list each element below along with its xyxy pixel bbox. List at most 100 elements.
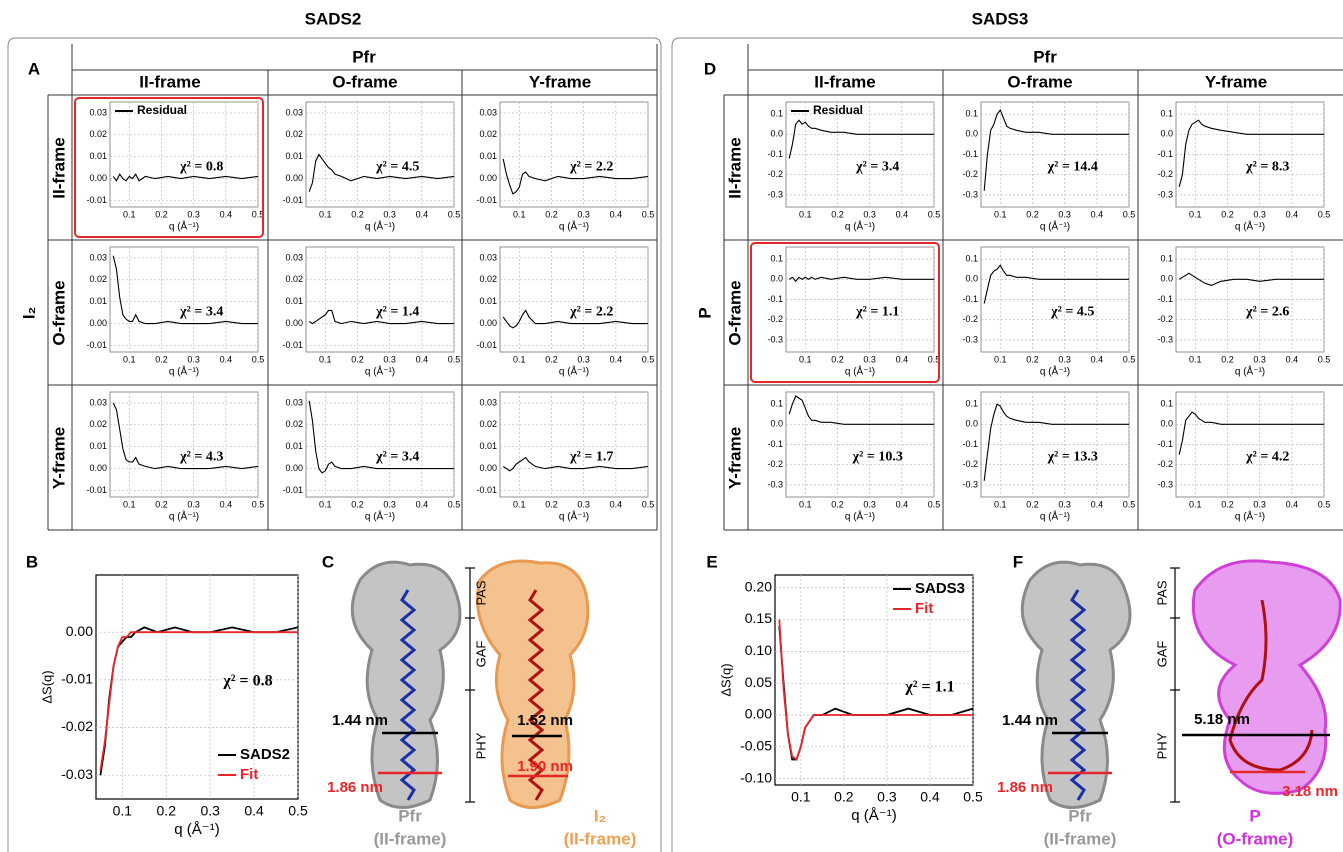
y-tick-label: -0.2 xyxy=(767,314,783,324)
y-tick-label: -0.1 xyxy=(767,439,783,449)
y-tick-label: 0.1 xyxy=(965,108,978,118)
panel-letter: E xyxy=(706,552,717,571)
x-axis-label: q (Å⁻¹) xyxy=(365,219,395,232)
y-tick-label: -0.10 xyxy=(740,769,772,785)
y-tick-label: 0.00 xyxy=(89,173,107,183)
data-line xyxy=(502,309,648,329)
x-tick-label: 0.1 xyxy=(113,802,133,818)
y-tick-label: -0.3 xyxy=(1157,334,1173,344)
x-axis-label: q (Å⁻¹) xyxy=(1040,509,1070,522)
y-tick-label: 0.01 xyxy=(285,441,303,451)
data-line xyxy=(502,456,649,472)
row-header: O-frame xyxy=(49,280,68,345)
width-label: 1.52 nm xyxy=(517,712,573,729)
annotation: χ² = 3.4 xyxy=(179,304,223,319)
x-tick-label: 0.1 xyxy=(1189,499,1202,509)
x-tick-label: 0.4 xyxy=(896,354,909,364)
x-tick-label: 0.4 xyxy=(220,354,233,364)
y-tick-label: 0.02 xyxy=(89,274,107,284)
annotation: χ² = 4.5 xyxy=(1050,304,1094,319)
x-tick-label: 0.4 xyxy=(1286,499,1299,509)
panel-letter: F xyxy=(1013,552,1023,571)
annotation: χ² = 0.8 xyxy=(222,673,272,690)
x-tick-label: 0.3 xyxy=(863,209,876,219)
domain-label: GAF xyxy=(1154,641,1169,668)
data-line xyxy=(788,276,934,283)
annotation: χ² = 1.4 xyxy=(375,304,419,319)
structure-frame: (II-frame) xyxy=(564,829,637,848)
annotation: χ² = 0.8 xyxy=(179,159,223,174)
structure-pfr xyxy=(350,560,462,809)
x-tick-label: 0.5 xyxy=(963,788,983,804)
x-tick-label: 0.1 xyxy=(799,354,812,364)
x-tick-label: 0.2 xyxy=(1221,499,1234,509)
x-tick-label: 0.2 xyxy=(831,499,844,509)
y-tick-label: -0.01 xyxy=(86,485,107,495)
y-tick-label: -0.3 xyxy=(767,479,783,489)
x-tick-label: 0.1 xyxy=(1189,209,1202,219)
structure-label: P xyxy=(1249,806,1260,825)
data-line xyxy=(1178,411,1324,455)
annotation: χ² = 10.3 xyxy=(852,449,903,464)
data-line xyxy=(308,309,454,325)
x-tick-label: 0.3 xyxy=(383,209,396,219)
y-tick-label: 0.00 xyxy=(479,318,497,328)
x-axis-label: q (Å⁻¹) xyxy=(1235,509,1265,522)
x-axis-label: q (Å⁻¹) xyxy=(559,364,589,377)
x-axis-label: q (Å⁻¹) xyxy=(845,364,875,377)
annotation: χ² = 14.4 xyxy=(1047,159,1098,174)
row-header: Y-frame xyxy=(725,427,744,489)
x-tick-label: 0.1 xyxy=(791,788,811,804)
y-tick-label: -0.01 xyxy=(61,671,93,687)
x-tick-label: 0.5 xyxy=(448,499,461,509)
y-tick-label: 0.03 xyxy=(89,107,107,117)
y-tick-label: -0.3 xyxy=(962,479,978,489)
highlight-box xyxy=(74,97,264,238)
x-tick-label: 0.3 xyxy=(863,354,876,364)
y-axis-label: ΔS(q) xyxy=(39,670,54,703)
column-group: Pfr xyxy=(352,47,376,66)
y-tick-label: 0.03 xyxy=(479,107,497,117)
x-tick-label: 0.2 xyxy=(1026,209,1039,219)
y-tick-label: 0.01 xyxy=(89,296,107,306)
x-tick-label: 0.2 xyxy=(1221,209,1234,219)
domain-label: PHY xyxy=(473,732,488,759)
panel-letter: D xyxy=(704,59,716,78)
y-tick-label: -0.3 xyxy=(1157,189,1173,199)
x-tick-label: 0.1 xyxy=(799,209,812,219)
y-tick-label: 0.01 xyxy=(285,151,303,161)
x-tick-label: 0.1 xyxy=(513,209,526,219)
plot-area xyxy=(499,101,649,208)
annotation: χ² = 2.2 xyxy=(569,304,613,319)
y-tick-label: 0.0 xyxy=(965,274,978,284)
x-tick-label: 0.5 xyxy=(252,209,265,219)
y-tick-label: -0.2 xyxy=(962,459,978,469)
y-tick-label: 0.1 xyxy=(1160,108,1173,118)
data-line xyxy=(983,403,1129,481)
y-tick-label: -0.01 xyxy=(282,340,303,350)
x-tick-label: 0.3 xyxy=(1058,499,1071,509)
y-tick-label: -0.01 xyxy=(282,485,303,495)
y-tick-label: -0.01 xyxy=(86,340,107,350)
domain-scale xyxy=(1170,567,1180,803)
domain-label: PAS xyxy=(473,580,488,605)
x-tick-label: 0.2 xyxy=(545,499,558,509)
column-header: II-frame xyxy=(814,72,875,91)
x-tick-label: 0.1 xyxy=(994,209,1007,219)
x-tick-label: 0.1 xyxy=(994,354,1007,364)
x-tick-label: 0.2 xyxy=(545,354,558,364)
width-label: 5.18 nm xyxy=(1194,711,1250,728)
y-tick-label: 0.00 xyxy=(285,463,303,473)
legend-label: Residual xyxy=(813,103,863,117)
y-tick-label: 0.01 xyxy=(285,296,303,306)
y-tick-label: -0.1 xyxy=(962,294,978,304)
x-tick-label: 0.3 xyxy=(1058,209,1071,219)
y-tick-label: 0.00 xyxy=(285,173,303,183)
y-tick-label: 0.0 xyxy=(965,129,978,139)
y-tick-label: 0.05 xyxy=(745,674,772,690)
annotation: χ² = 1.1 xyxy=(904,679,954,696)
y-tick-label: -0.1 xyxy=(767,294,783,304)
x-axis-label: q (Å⁻¹) xyxy=(851,807,896,824)
x-tick-label: 0.4 xyxy=(1286,209,1299,219)
x-tick-label: 0.3 xyxy=(187,499,200,509)
